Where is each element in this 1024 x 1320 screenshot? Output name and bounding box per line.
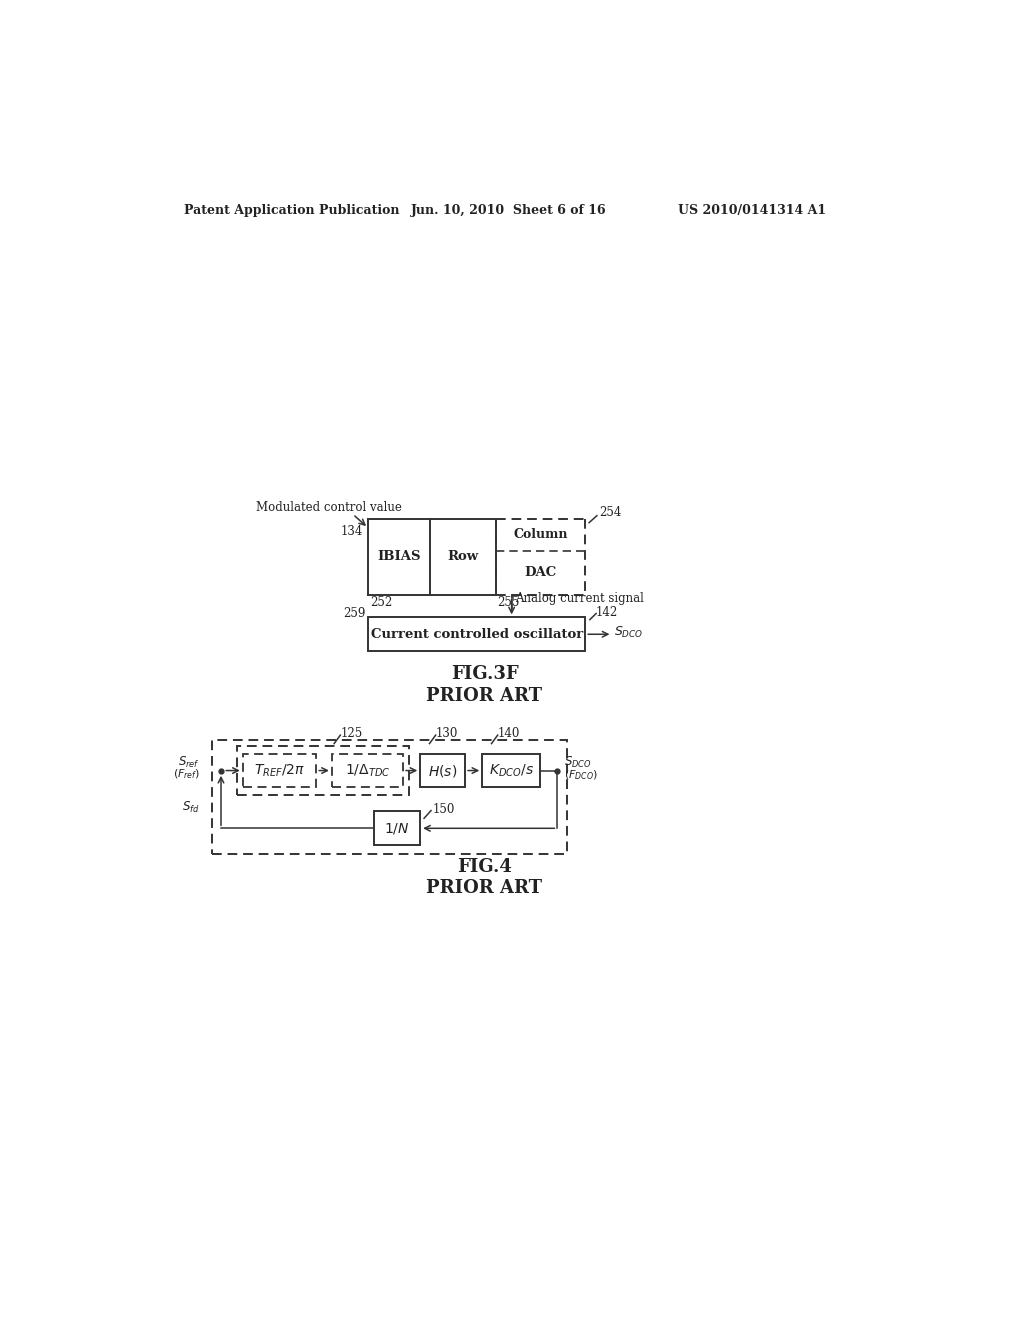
- Text: Modulated control value: Modulated control value: [256, 500, 401, 513]
- Text: 252: 252: [370, 597, 392, 610]
- Text: 140: 140: [498, 727, 520, 741]
- Text: $K_{DCO}/s$: $K_{DCO}/s$: [488, 763, 534, 779]
- Text: Jun. 10, 2010  Sheet 6 of 16: Jun. 10, 2010 Sheet 6 of 16: [411, 205, 606, 218]
- Text: $S_{fd}$: $S_{fd}$: [182, 800, 200, 814]
- Text: $(F_{ref})$: $(F_{ref})$: [173, 768, 200, 781]
- Text: US 2010/0141314 A1: US 2010/0141314 A1: [678, 205, 826, 218]
- Text: 254: 254: [599, 506, 622, 519]
- Text: Analog current signal: Analog current signal: [515, 593, 644, 606]
- Text: Column: Column: [513, 528, 568, 541]
- Text: $T_{REF}/2\pi$: $T_{REF}/2\pi$: [254, 763, 305, 779]
- Bar: [243, 754, 316, 788]
- Text: PRIOR ART: PRIOR ART: [427, 879, 543, 898]
- Text: IBIAS: IBIAS: [378, 550, 421, 564]
- Text: FIG.3F: FIG.3F: [451, 665, 518, 684]
- Text: $H(s)$: $H(s)$: [428, 763, 458, 779]
- Text: 125: 125: [340, 727, 362, 741]
- Text: $1/\Delta_{TDC}$: $1/\Delta_{TDC}$: [345, 763, 390, 779]
- Text: 255: 255: [497, 597, 519, 610]
- Bar: [374, 812, 420, 845]
- Text: $S_{ref}$: $S_{ref}$: [178, 755, 200, 770]
- Text: FIG.4: FIG.4: [457, 858, 512, 875]
- Text: DAC: DAC: [524, 566, 557, 579]
- Text: Patent Application Publication: Patent Application Publication: [183, 205, 399, 218]
- Bar: [369, 618, 586, 651]
- Text: Row: Row: [447, 550, 479, 564]
- Text: $S_{DCO}$: $S_{DCO}$: [563, 755, 591, 771]
- Bar: [332, 754, 403, 788]
- Text: $S_{DCO}$: $S_{DCO}$: [614, 626, 643, 640]
- Text: 130: 130: [435, 727, 458, 741]
- Text: 142: 142: [596, 606, 618, 619]
- Text: 259: 259: [343, 607, 366, 620]
- Text: 134: 134: [341, 524, 364, 537]
- Text: $1/N$: $1/N$: [384, 821, 410, 836]
- Text: $(F_{DCO})$: $(F_{DCO})$: [563, 768, 598, 781]
- Text: PRIOR ART: PRIOR ART: [427, 686, 543, 705]
- Bar: [237, 746, 410, 795]
- Text: 150: 150: [432, 803, 455, 816]
- Bar: [212, 739, 566, 854]
- Bar: [482, 754, 541, 788]
- Text: Current controlled oscillator: Current controlled oscillator: [371, 628, 583, 640]
- Bar: [420, 754, 465, 788]
